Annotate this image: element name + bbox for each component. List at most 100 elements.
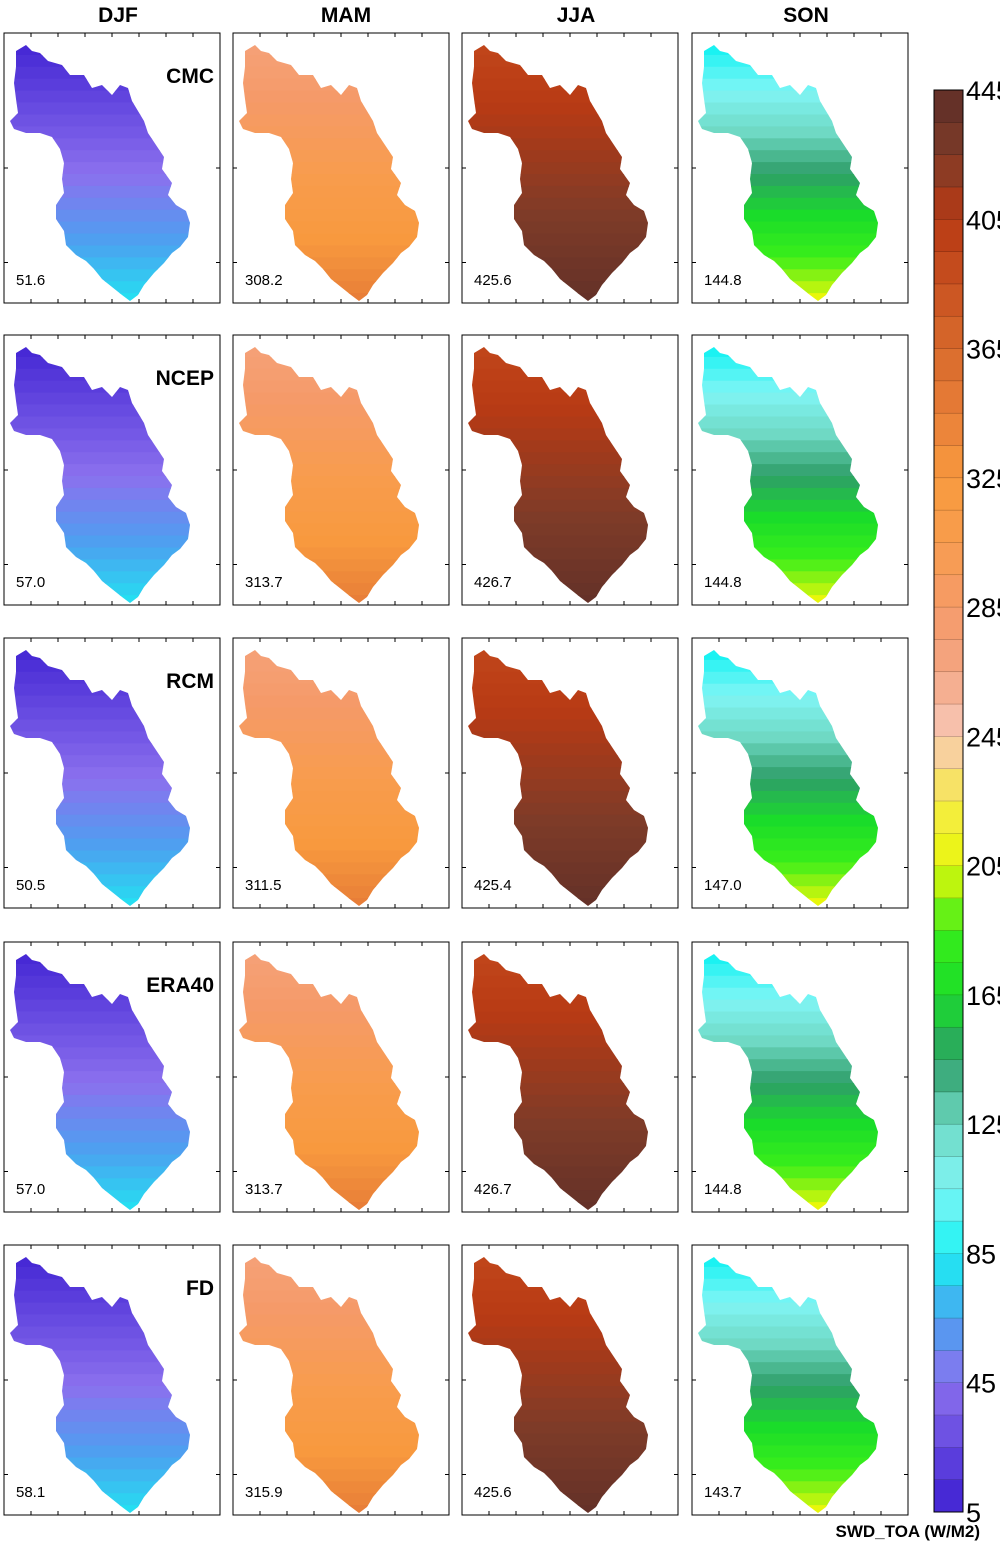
colorbar-segment bbox=[934, 574, 963, 608]
map-panel: 313.7 bbox=[232, 941, 450, 1213]
season-title-mam: MAM bbox=[321, 4, 371, 27]
mean-value-label: 425.4 bbox=[474, 877, 512, 894]
colorbar-tick-label: 5 bbox=[966, 1498, 981, 1528]
colorbar-segment bbox=[934, 1027, 963, 1060]
colorbar-segment bbox=[934, 477, 963, 511]
colorbar-segment bbox=[934, 251, 963, 285]
mean-value-label: 426.7 bbox=[474, 1181, 512, 1198]
colorbar-segment bbox=[934, 90, 963, 123]
colorbar-segment bbox=[934, 122, 963, 156]
colorbar-segment bbox=[934, 994, 963, 1028]
mean-value-label: 51.6 bbox=[16, 272, 45, 289]
panel-tick-marks bbox=[233, 335, 449, 605]
colorbar-segment bbox=[934, 962, 963, 996]
map-panel: 144.8 bbox=[691, 941, 909, 1213]
mean-value-label: 50.5 bbox=[16, 877, 45, 894]
colorbar-tick-label: 165 bbox=[966, 981, 1000, 1011]
mean-value-label: 58.1 bbox=[16, 1484, 45, 1501]
panel-tick-marks bbox=[462, 638, 678, 908]
colorbar-tick-label: 325 bbox=[966, 464, 1000, 494]
colorbar-segment bbox=[934, 833, 963, 867]
colorbar-tick-label: 245 bbox=[966, 722, 1000, 752]
mean-value-label: 426.7 bbox=[474, 574, 512, 591]
map-panel: RCM 50.5 bbox=[3, 637, 221, 909]
map-panel: 426.7 bbox=[461, 941, 679, 1213]
colorbar-segment bbox=[934, 316, 963, 349]
colorbar-segment bbox=[934, 413, 963, 446]
colorbar-segment bbox=[934, 768, 963, 802]
colorbar-segment bbox=[934, 607, 963, 640]
dataset-label: ERA40 bbox=[146, 974, 214, 997]
mean-value-label: 313.7 bbox=[245, 1181, 283, 1198]
colorbar-tick-label: 405 bbox=[966, 205, 1000, 235]
mean-value-label: 147.0 bbox=[704, 877, 742, 894]
colorbar-segment bbox=[934, 186, 963, 220]
colorbar-segment bbox=[934, 1479, 963, 1513]
colorbar-tick-label: 365 bbox=[966, 335, 1000, 365]
panel-tick-marks bbox=[4, 942, 220, 1212]
panel-tick-marks bbox=[692, 33, 908, 303]
colorbar-segment bbox=[934, 445, 963, 479]
map-panel: 425.6 bbox=[461, 1244, 679, 1516]
panel-tick-marks bbox=[462, 1245, 678, 1515]
colorbar-frame bbox=[933, 89, 964, 1513]
mean-value-label: 144.8 bbox=[704, 272, 742, 289]
colorbar-segment bbox=[934, 1447, 963, 1481]
mean-value-label: 143.7 bbox=[704, 1484, 742, 1501]
panel-tick-marks bbox=[462, 335, 678, 605]
map-panel: 311.5 bbox=[232, 637, 450, 909]
color-bar: 5 45 85 125 165 205 245 285 325 365 405 445 bbox=[933, 76, 1000, 1528]
colorbar-segment bbox=[934, 1350, 963, 1384]
colorbar-segment bbox=[934, 897, 963, 931]
dataset-label: NCEP bbox=[156, 367, 214, 390]
panel-tick-marks bbox=[233, 942, 449, 1212]
colorbar-segment bbox=[934, 671, 963, 705]
mean-value-label: 144.8 bbox=[704, 574, 742, 591]
colorbar-segment bbox=[934, 1382, 963, 1416]
map-panel: CMC 51.6 bbox=[3, 32, 221, 304]
map-panel: 144.8 bbox=[691, 334, 909, 606]
map-panel: 425.6 bbox=[461, 32, 679, 304]
colorbar-tick-label: 85 bbox=[966, 1240, 996, 1270]
colorbar-tick-label: 285 bbox=[966, 593, 1000, 623]
season-title-son: SON bbox=[783, 4, 829, 27]
colorbar-segment bbox=[934, 283, 963, 317]
colorbar-tick-label: 125 bbox=[966, 1110, 1000, 1140]
colorbar-segment bbox=[934, 219, 963, 252]
colorbar-segment bbox=[934, 154, 963, 188]
colorbar-segment bbox=[934, 1318, 963, 1351]
map-panel: 147.0 bbox=[691, 637, 909, 909]
panel-tick-marks bbox=[692, 335, 908, 605]
colorbar-segment bbox=[934, 1059, 963, 1093]
mean-value-label: 144.8 bbox=[704, 1181, 742, 1198]
panel-tick-marks bbox=[4, 335, 220, 605]
colorbar-segment bbox=[934, 801, 963, 834]
colorbar-segment bbox=[934, 1253, 963, 1287]
season-title-jja: JJA bbox=[557, 4, 596, 27]
colorbar-tick-label: 445 bbox=[966, 76, 1000, 106]
panel-tick-marks bbox=[692, 1245, 908, 1515]
mean-value-label: 57.0 bbox=[16, 1181, 45, 1198]
colorbar-tick-label: 45 bbox=[966, 1369, 996, 1399]
panel-tick-marks bbox=[692, 638, 908, 908]
colorbar-segment bbox=[934, 1156, 963, 1190]
colorbar-segment bbox=[934, 380, 963, 414]
colorbar-segment bbox=[934, 1188, 963, 1222]
panel-tick-marks bbox=[462, 33, 678, 303]
map-panel: 143.7 bbox=[691, 1244, 909, 1516]
panel-tick-marks bbox=[692, 942, 908, 1212]
colorbar-segment bbox=[934, 736, 963, 770]
map-panel: 426.7 bbox=[461, 334, 679, 606]
panel-tick-marks bbox=[233, 1245, 449, 1515]
colorbar-segment bbox=[934, 348, 963, 382]
colorbar-segment bbox=[934, 1091, 963, 1125]
colorbar-segment bbox=[934, 1285, 963, 1319]
colorbar-segment bbox=[934, 1124, 963, 1157]
map-panel: 144.8 bbox=[691, 32, 909, 304]
map-panels-grid: CMC 51.6 308.2 425.6 144.8 NCEP 57.0 313.7 426.7… bbox=[3, 32, 909, 1516]
colorbar-segment bbox=[934, 865, 963, 899]
map-panel: 315.9 bbox=[232, 1244, 450, 1516]
panel-tick-marks bbox=[4, 1245, 220, 1515]
mean-value-label: 57.0 bbox=[16, 574, 45, 591]
